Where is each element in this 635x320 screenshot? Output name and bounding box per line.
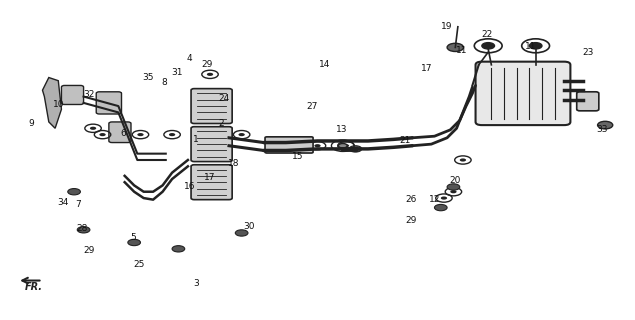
Circle shape xyxy=(441,196,447,200)
Text: 15: 15 xyxy=(291,152,303,161)
Circle shape xyxy=(447,43,464,52)
Text: 17: 17 xyxy=(420,63,432,73)
Circle shape xyxy=(577,100,589,106)
Text: 5: 5 xyxy=(130,233,136,242)
Circle shape xyxy=(90,127,97,130)
FancyBboxPatch shape xyxy=(191,127,232,162)
Text: 10: 10 xyxy=(53,100,64,109)
Circle shape xyxy=(100,133,105,136)
Text: 3: 3 xyxy=(193,279,199,288)
Text: 29: 29 xyxy=(405,216,417,225)
FancyBboxPatch shape xyxy=(62,85,84,105)
Circle shape xyxy=(236,230,248,236)
FancyBboxPatch shape xyxy=(109,122,131,142)
Circle shape xyxy=(450,190,457,193)
Text: 17: 17 xyxy=(204,173,216,182)
Text: 9: 9 xyxy=(29,119,35,128)
Text: 30: 30 xyxy=(243,222,255,231)
Text: 29: 29 xyxy=(83,246,95,255)
Circle shape xyxy=(172,246,185,252)
Text: 34: 34 xyxy=(58,198,69,207)
Circle shape xyxy=(434,204,447,211)
Circle shape xyxy=(68,188,81,195)
FancyBboxPatch shape xyxy=(97,92,121,114)
Text: 12: 12 xyxy=(429,195,440,204)
Text: 26: 26 xyxy=(405,195,417,204)
Circle shape xyxy=(530,43,542,49)
Text: 25: 25 xyxy=(133,260,145,269)
Circle shape xyxy=(447,184,460,190)
Circle shape xyxy=(482,43,495,49)
Text: 1: 1 xyxy=(193,135,199,144)
Text: 16: 16 xyxy=(184,182,196,191)
Text: 31: 31 xyxy=(171,68,183,77)
Circle shape xyxy=(169,133,175,136)
Polygon shape xyxy=(43,77,62,128)
Circle shape xyxy=(314,144,321,147)
Circle shape xyxy=(77,227,90,233)
Text: 22: 22 xyxy=(481,30,493,39)
Text: 6: 6 xyxy=(120,129,126,138)
Circle shape xyxy=(294,143,303,148)
Text: 2: 2 xyxy=(218,119,224,128)
Text: 13: 13 xyxy=(336,125,347,134)
Circle shape xyxy=(598,121,613,129)
Circle shape xyxy=(137,133,144,136)
Text: 35: 35 xyxy=(142,73,154,82)
Text: 11: 11 xyxy=(525,42,537,51)
Text: 11: 11 xyxy=(456,46,467,55)
FancyBboxPatch shape xyxy=(191,89,232,124)
Text: FR.: FR. xyxy=(25,282,43,292)
Circle shape xyxy=(460,158,466,162)
FancyBboxPatch shape xyxy=(191,165,232,200)
Text: 18: 18 xyxy=(229,159,240,168)
Circle shape xyxy=(338,143,347,148)
Text: 29: 29 xyxy=(201,60,213,69)
Circle shape xyxy=(128,239,140,246)
Text: 19: 19 xyxy=(441,22,453,31)
Text: 33: 33 xyxy=(596,125,608,134)
Circle shape xyxy=(349,146,362,152)
Circle shape xyxy=(239,133,245,136)
Text: 8: 8 xyxy=(162,78,168,87)
Circle shape xyxy=(207,73,213,76)
Text: 14: 14 xyxy=(319,60,331,69)
FancyBboxPatch shape xyxy=(476,62,570,125)
FancyBboxPatch shape xyxy=(265,137,313,153)
Text: 28: 28 xyxy=(77,224,88,233)
Text: 21: 21 xyxy=(399,136,410,146)
Text: 32: 32 xyxy=(83,91,95,100)
Text: 27: 27 xyxy=(307,101,318,111)
Text: 7: 7 xyxy=(76,200,81,209)
Text: 4: 4 xyxy=(187,54,192,63)
FancyBboxPatch shape xyxy=(577,92,599,111)
Text: 24: 24 xyxy=(218,94,230,103)
Text: 23: 23 xyxy=(582,48,594,57)
Text: 20: 20 xyxy=(450,176,461,185)
Circle shape xyxy=(343,144,349,147)
